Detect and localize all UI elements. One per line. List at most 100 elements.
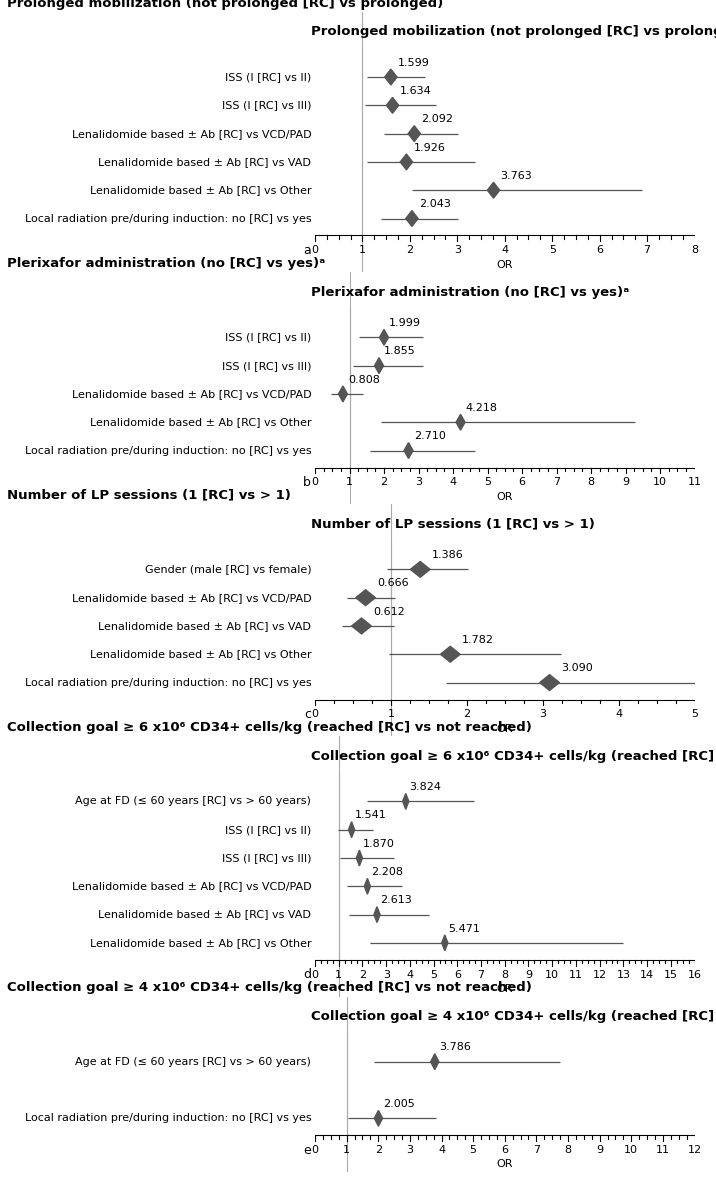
Text: 7: 7 [533, 1146, 540, 1155]
Text: 1.782: 1.782 [462, 635, 493, 645]
Text: 1.926: 1.926 [414, 142, 445, 153]
Text: 5: 5 [470, 1146, 477, 1155]
Text: c: c [304, 708, 311, 721]
Polygon shape [408, 126, 420, 141]
Text: 2: 2 [374, 1146, 382, 1155]
Text: 0.666: 0.666 [377, 579, 409, 588]
Polygon shape [456, 414, 465, 431]
Text: 10: 10 [653, 477, 667, 488]
Polygon shape [440, 646, 460, 663]
Text: 0: 0 [311, 1146, 319, 1155]
Text: 1.999: 1.999 [390, 318, 421, 328]
Text: 1: 1 [343, 1146, 350, 1155]
Text: 7: 7 [553, 477, 560, 488]
Text: 2.005: 2.005 [383, 1099, 415, 1109]
Text: 11: 11 [656, 1146, 670, 1155]
Text: Local radiation pre/during induction: no [RC] vs yes: Local radiation pre/during induction: no… [24, 678, 311, 688]
Text: Plerixafor administration (no [RC] vs yes)ᵃ: Plerixafor administration (no [RC] vs ye… [7, 257, 325, 270]
Polygon shape [540, 675, 559, 690]
Text: 16: 16 [687, 970, 702, 980]
Text: 0.808: 0.808 [348, 374, 380, 385]
Text: 2.092: 2.092 [422, 115, 453, 124]
Text: 1.634: 1.634 [400, 86, 432, 96]
Text: ISS (I [RC] vs III): ISS (I [RC] vs III) [222, 100, 311, 110]
Text: OR: OR [496, 260, 513, 269]
Text: Lenalidomide based ± Ab [RC] vs Other: Lenalidomide based ± Ab [RC] vs Other [90, 938, 311, 948]
Text: 2.043: 2.043 [419, 200, 451, 209]
Text: Lenalidomide based ± Ab [RC] vs Other: Lenalidomide based ± Ab [RC] vs Other [90, 649, 311, 659]
Polygon shape [339, 386, 347, 402]
Text: 5.471: 5.471 [448, 923, 480, 934]
Text: OR: OR [496, 1159, 513, 1170]
Text: 4: 4 [438, 1146, 445, 1155]
Text: ISS (I [RC] vs III): ISS (I [RC] vs III) [222, 361, 311, 371]
Text: 5: 5 [691, 709, 698, 720]
Text: Age at FD (≤ 60 years [RC] vs > 60 years): Age at FD (≤ 60 years [RC] vs > 60 years… [75, 1057, 311, 1067]
Text: 13: 13 [616, 970, 630, 980]
Text: 3.763: 3.763 [500, 171, 533, 181]
Text: Collection goal ≥ 4 x10⁶ CD34+ cells/kg (reached [RC] vs not reached): Collection goal ≥ 4 x10⁶ CD34+ cells/kg … [7, 981, 532, 994]
Polygon shape [352, 618, 372, 634]
Text: 15: 15 [664, 970, 678, 980]
Polygon shape [402, 793, 409, 810]
Text: 1.386: 1.386 [432, 550, 463, 560]
Text: Lenalidomide based ± Ab [RC] vs VAD: Lenalidomide based ± Ab [RC] vs VAD [98, 157, 311, 167]
Text: 9: 9 [622, 477, 629, 488]
Text: Age at FD (≤ 60 years [RC] vs > 60 years): Age at FD (≤ 60 years [RC] vs > 60 years… [75, 797, 311, 806]
Text: 4.218: 4.218 [465, 403, 498, 413]
Text: Collection goal ≥ 6 x10⁶ CD34+ cells/kg (reached [RC] vs not reached): Collection goal ≥ 6 x10⁶ CD34+ cells/kg … [311, 750, 716, 763]
Text: 8: 8 [501, 970, 508, 980]
Text: Lenalidomide based ± Ab [RC] vs VAD: Lenalidomide based ± Ab [RC] vs VAD [98, 621, 311, 631]
Text: Lenalidomide based ± Ab [RC] vs VCD/PAD: Lenalidomide based ± Ab [RC] vs VCD/PAD [72, 129, 311, 139]
Polygon shape [349, 822, 354, 837]
Polygon shape [356, 590, 375, 605]
Text: b: b [304, 476, 311, 489]
Text: Prolonged mobilization (not prolonged [RC] vs prolonged): Prolonged mobilization (not prolonged [R… [311, 25, 716, 38]
Text: Local radiation pre/during induction: no [RC] vs yes: Local radiation pre/during induction: no… [24, 214, 311, 224]
Text: 12: 12 [687, 1146, 702, 1155]
Polygon shape [364, 878, 370, 895]
Polygon shape [410, 561, 430, 578]
Text: Number of LP sessions (1 [RC] vs > 1): Number of LP sessions (1 [RC] vs > 1) [311, 518, 595, 531]
Text: 1: 1 [359, 245, 366, 256]
Polygon shape [430, 1054, 439, 1069]
Text: OR: OR [496, 984, 513, 994]
Text: 3: 3 [454, 245, 461, 256]
Text: a: a [304, 244, 311, 257]
Text: Collection goal ≥ 4 x10⁶ CD34+ cells/kg (reached [RC] vs not reached): Collection goal ≥ 4 x10⁶ CD34+ cells/kg … [311, 1009, 716, 1023]
Text: 0: 0 [311, 245, 319, 256]
Text: 3: 3 [539, 709, 546, 720]
Text: 1: 1 [335, 970, 342, 980]
Text: 0: 0 [311, 970, 319, 980]
Text: 10: 10 [624, 1146, 638, 1155]
Text: 5: 5 [484, 477, 491, 488]
Text: 9: 9 [596, 1146, 603, 1155]
Polygon shape [400, 154, 412, 170]
Text: 8: 8 [691, 245, 698, 256]
Polygon shape [379, 329, 389, 346]
Text: 3: 3 [415, 477, 422, 488]
Text: 1.599: 1.599 [398, 57, 430, 68]
Polygon shape [387, 97, 399, 114]
Text: 8: 8 [587, 477, 594, 488]
Text: 3.786: 3.786 [440, 1043, 471, 1052]
Text: 2.710: 2.710 [414, 432, 445, 441]
Text: d: d [304, 969, 311, 982]
Text: Lenalidomide based ± Ab [RC] vs VCD/PAD: Lenalidomide based ± Ab [RC] vs VCD/PAD [72, 389, 311, 399]
Polygon shape [404, 443, 413, 458]
Polygon shape [406, 210, 418, 226]
Text: 11: 11 [569, 970, 583, 980]
Text: Lenalidomide based ± Ab [RC] vs Other: Lenalidomide based ± Ab [RC] vs Other [90, 417, 311, 427]
Text: 5: 5 [430, 970, 437, 980]
Text: 12: 12 [593, 970, 606, 980]
Polygon shape [384, 69, 397, 85]
Text: 1.870: 1.870 [363, 838, 395, 849]
Text: 1.541: 1.541 [355, 811, 387, 820]
Text: 1.855: 1.855 [384, 347, 416, 356]
Text: OR: OR [496, 724, 513, 733]
Text: Plerixafor administration (no [RC] vs yes)ᵃ: Plerixafor administration (no [RC] vs ye… [311, 286, 629, 299]
Text: 14: 14 [640, 970, 654, 980]
Text: 2.613: 2.613 [381, 896, 412, 905]
Text: OR: OR [496, 492, 513, 501]
Text: 4: 4 [407, 970, 413, 980]
